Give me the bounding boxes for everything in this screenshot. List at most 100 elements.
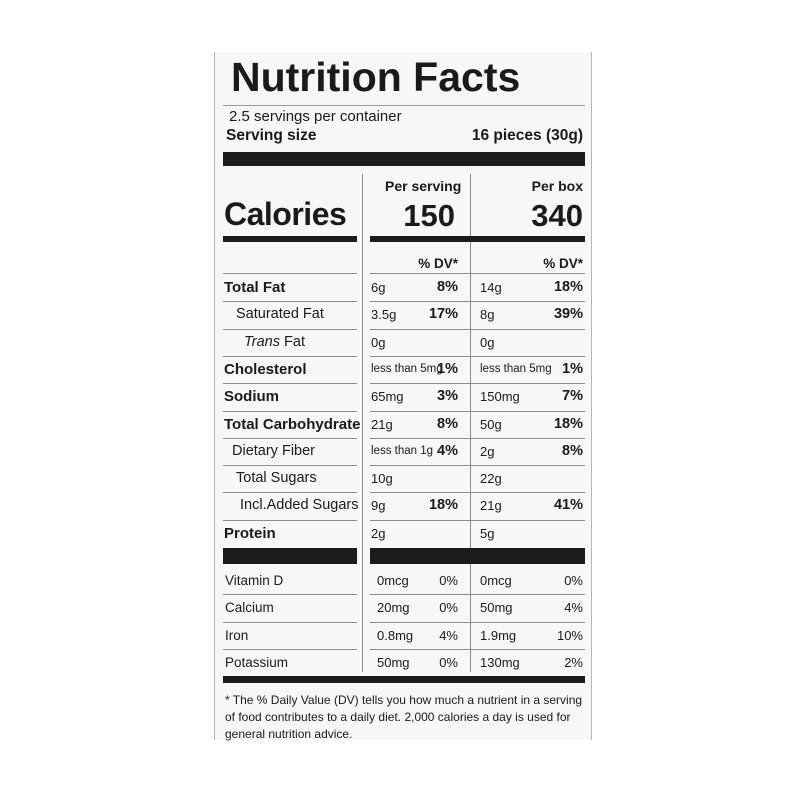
calories-label: Calories <box>224 196 347 232</box>
serving-dv: 18% <box>428 497 458 514</box>
row-divider <box>370 329 585 330</box>
row-divider <box>223 520 357 521</box>
box-amount: 130mg <box>480 654 520 670</box>
calories-bar <box>223 236 357 242</box>
row-divider <box>223 411 357 412</box>
box-amount: 21g <box>480 498 502 514</box>
serving-dv: 0% <box>439 600 458 616</box>
serving-amount: 0g <box>371 334 386 350</box>
nutrient-name-italic: Trans <box>244 333 280 350</box>
serving-dv: 3% <box>437 388 458 405</box>
serving-dv: 4% <box>437 442 458 459</box>
nutrient-name: Total Sugars <box>236 470 317 487</box>
nutrition-facts-label: Nutrition Facts 2.5 servings per contain… <box>214 52 592 741</box>
serving-amount: 9g <box>371 498 386 514</box>
nutrient-name: Cholesterol <box>224 360 307 378</box>
row-divider <box>370 649 585 650</box>
nutrient-name: Sodium <box>224 388 279 406</box>
box-amount: 150mg <box>480 389 520 405</box>
box-dv: 8% <box>562 442 583 459</box>
per-box-header: Per box <box>531 178 583 194</box>
thick-divider <box>223 676 585 683</box>
dv-header-serving: % DV* <box>418 256 458 271</box>
vitamin-name: Vitamin D <box>225 573 284 588</box>
row-divider <box>370 622 585 623</box>
serving-amount: 65mg <box>371 389 404 405</box>
serving-amount: 50mg <box>377 654 410 670</box>
dv-header-box: % DV* <box>543 256 583 271</box>
row-divider <box>223 594 357 595</box>
box-amount: less than 5mg <box>480 362 552 375</box>
box-dv: 39% <box>553 306 583 323</box>
box-amount: 0g <box>480 334 495 350</box>
serving-dv: 4% <box>439 627 458 643</box>
nutrient-name: Total Fat <box>224 279 286 296</box>
servings-per-container: 2.5 servings per container <box>229 108 402 125</box>
row-divider <box>223 356 357 357</box>
serving-dv: 17% <box>428 306 458 323</box>
column-divider <box>362 174 363 672</box>
label-title: Nutrition Facts <box>231 54 521 100</box>
serving-dv: 8% <box>437 279 458 295</box>
per-serving-header: Per serving <box>385 178 462 194</box>
footnote: * The % Daily Value (DV) tells you how m… <box>225 693 583 741</box>
box-amount: 1.9mg <box>480 627 517 643</box>
column-divider <box>470 174 471 672</box>
serving-amount: less than 1g <box>371 444 434 457</box>
row-divider <box>223 273 357 274</box>
thick-divider <box>223 152 585 166</box>
box-amount: 50mg <box>480 600 513 616</box>
serving-amount: 0.8mg <box>377 627 414 643</box>
row-divider <box>223 438 357 439</box>
row-divider <box>223 622 357 623</box>
box-amount: 2g <box>480 443 495 459</box>
row-divider <box>370 383 585 384</box>
box-dv: 1% <box>562 360 583 377</box>
row-divider <box>223 383 357 384</box>
serving-amount: 21g <box>371 416 393 432</box>
calories-per-box: 340 <box>531 198 583 233</box>
box-amount: 14g <box>480 280 502 295</box>
serving-dv: 0% <box>439 654 458 670</box>
serving-amount: 6g <box>371 280 386 295</box>
box-dv: 10% <box>556 627 583 643</box>
row-divider <box>223 329 357 330</box>
row-divider <box>370 465 585 466</box>
row-divider <box>370 301 585 302</box>
row-divider <box>370 356 585 357</box>
box-amount: 5g <box>480 525 495 541</box>
box-amount: 22g <box>480 471 502 487</box>
box-dv: 2% <box>564 654 583 670</box>
box-amount: 8g <box>480 307 495 323</box>
serving-amount: less than 5mg <box>371 362 443 375</box>
calories-per-serving: 150 <box>403 198 455 233</box>
row-divider <box>370 411 585 412</box>
serving-amount: 0mcg <box>377 573 409 588</box>
box-amount: 50g <box>480 416 502 432</box>
serving-dv: 1% <box>437 360 458 377</box>
row-divider <box>370 438 585 439</box>
nutrient-name: Total Carbohydrate <box>224 415 361 433</box>
nutrient-name: Trans Fat <box>244 333 305 350</box>
vitamin-name: Calcium <box>225 600 274 616</box>
calories-bar <box>370 236 585 242</box>
vitamin-name: Iron <box>225 627 249 643</box>
serving-amount: 10g <box>371 471 393 487</box>
serving-size-label: Serving size <box>226 127 317 144</box>
row-divider <box>223 465 357 466</box>
box-dv: 41% <box>553 497 583 514</box>
divider <box>223 105 585 106</box>
row-divider <box>370 492 585 493</box>
box-dv: 18% <box>553 279 583 295</box>
row-divider <box>370 273 585 274</box>
serving-amount: 20mg <box>377 600 410 616</box>
box-dv: 18% <box>553 415 583 432</box>
row-divider <box>223 492 357 493</box>
box-dv: 4% <box>564 600 583 616</box>
serving-amount: 3.5g <box>371 307 397 323</box>
thick-divider <box>223 548 357 564</box>
nutrient-name: Incl.Added Sugars <box>240 497 359 514</box>
row-divider <box>223 649 357 650</box>
row-divider <box>370 594 585 595</box>
vitamin-name: Potassium <box>225 654 289 670</box>
